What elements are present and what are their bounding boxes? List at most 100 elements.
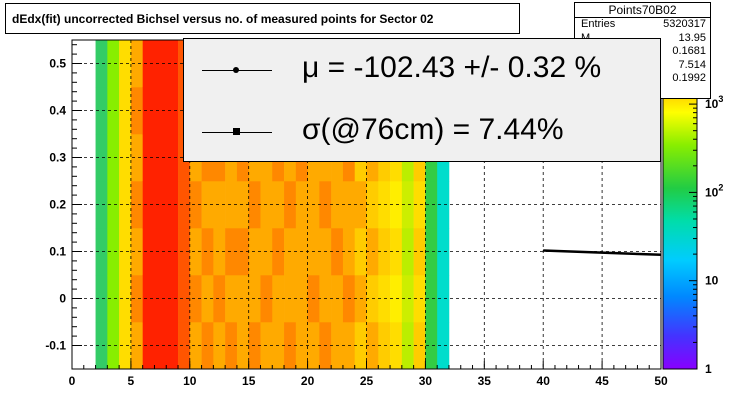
- y-tick-label: 0.5: [49, 57, 66, 71]
- y-tick-label: 0.1: [49, 245, 66, 259]
- y-tick-label: -0.1: [45, 339, 66, 353]
- heatmap-cell: [201, 228, 214, 276]
- heatmap-cell: [437, 228, 450, 276]
- heatmap-cell: [95, 322, 108, 370]
- heatmap-cell: [142, 275, 179, 323]
- x-tick-label: 30: [419, 374, 433, 388]
- heatmap-cell: [189, 181, 202, 229]
- heatmap-cell: [225, 322, 238, 370]
- colorbar-tick-label: 102: [705, 182, 723, 199]
- heatmap-cell: [130, 275, 143, 323]
- heatmap-cell: [107, 181, 120, 229]
- x-tick-label: 5: [128, 374, 135, 388]
- heatmap-cell: [437, 322, 450, 370]
- heatmap-cell: [95, 228, 108, 276]
- x-tick-label: 0: [69, 374, 76, 388]
- heatmap-cell: [213, 181, 226, 229]
- heatmap-cell: [142, 134, 179, 182]
- legend-box: μ = -102.43 +/- 0.32 % σ(@76cm) = 7.44%: [183, 38, 661, 162]
- heatmap-cell: [413, 228, 426, 276]
- heatmap-cell: [107, 228, 120, 276]
- legend-entry-mu: μ = -102.43 +/- 0.32 %: [184, 39, 660, 101]
- heatmap-cell: [178, 275, 191, 323]
- heatmap-cell: [107, 87, 120, 135]
- heatmap-cell: [142, 181, 179, 229]
- heatmap-cell: [437, 181, 450, 229]
- heatmap-cell: [119, 40, 132, 88]
- heatmap-cell: [189, 275, 202, 323]
- colorbar-tick-label: 1: [705, 362, 712, 376]
- y-tick-label: 0.3: [49, 151, 66, 165]
- heatmap-cell: [413, 322, 426, 370]
- heatmap-cell: [119, 228, 132, 276]
- stats-row: Entries 5320317: [581, 18, 706, 30]
- stats-row: 7.514: [678, 58, 706, 71]
- heatmap-cell: [142, 40, 179, 88]
- heatmap-cell: [201, 275, 214, 323]
- heatmap-cell: [130, 40, 143, 88]
- heatmap-cell: [425, 228, 438, 276]
- y-tick-label: 0: [59, 292, 66, 306]
- heatmap-cell: [95, 40, 108, 88]
- heatmap-cell: [213, 275, 226, 323]
- colorbar-tick-label: 10: [705, 274, 719, 288]
- heatmap-cell: [142, 87, 179, 135]
- heatmap-cell: [107, 275, 120, 323]
- x-tick-label: 10: [183, 374, 197, 388]
- heatmap-cell: [130, 322, 143, 370]
- heatmap-cell: [401, 275, 414, 323]
- heatmap-cell: [213, 322, 226, 370]
- heatmap-cell: [107, 322, 120, 370]
- fit-line: [543, 249, 662, 257]
- heatmap-cell: [119, 181, 132, 229]
- heatmap-cell: [107, 40, 120, 88]
- legend-text-mu: μ = -102.43 +/- 0.32 %: [302, 51, 602, 84]
- stats-row: 0.1992: [672, 72, 706, 84]
- x-tick-label: 15: [242, 374, 256, 388]
- heatmap-cell: [95, 134, 108, 182]
- stats-row: M13.95: [581, 31, 706, 44]
- heatmap-cell: [119, 322, 132, 370]
- heatmap-cell: [401, 322, 414, 370]
- x-tick-label: 45: [595, 374, 609, 388]
- heatmap-cell: [130, 228, 143, 276]
- heatmap-cell: [95, 87, 108, 135]
- heatmap-cell: [225, 228, 238, 276]
- heatmap-cell: [425, 181, 438, 229]
- heatmap-cell: [413, 275, 426, 323]
- x-tick-label: 50: [654, 374, 668, 388]
- heatmap-cell: [119, 87, 132, 135]
- square-marker-icon: [233, 128, 240, 135]
- y-tick-label: 0.2: [49, 198, 66, 212]
- heatmap-cell: [130, 134, 143, 182]
- y-tick-label: 0.4: [49, 104, 66, 118]
- heatmap-cell: [130, 87, 143, 135]
- heatmap-cell: [201, 181, 214, 229]
- heatmap-cell: [201, 322, 214, 370]
- heatmap-cell: [178, 322, 191, 370]
- x-tick-label: 40: [537, 374, 551, 388]
- circle-marker-icon: [233, 67, 239, 73]
- heatmap-cell: [225, 275, 238, 323]
- legend-text-sigma: σ(@76cm) = 7.44%: [302, 113, 564, 146]
- stats-row: 0.1681: [672, 45, 706, 57]
- heatmap-cell: [425, 322, 438, 370]
- heatmap-cell: [95, 181, 108, 229]
- heatmap-cell: [107, 134, 120, 182]
- legend-entry-sigma: σ(@76cm) = 7.44%: [184, 101, 660, 163]
- heatmap-cell: [413, 181, 426, 229]
- stats-name: Points70B02: [575, 3, 710, 18]
- heatmap-cell: [142, 228, 179, 276]
- x-tick-label: 35: [478, 374, 492, 388]
- heatmap-cell: [130, 181, 143, 229]
- heatmap-cell: [142, 322, 179, 370]
- heatmap-cell: [425, 275, 438, 323]
- chart-title: dEdx(fit) uncorrected Bichsel versus no.…: [5, 3, 520, 34]
- heatmap-cell: [119, 275, 132, 323]
- heatmap-cell: [401, 228, 414, 276]
- x-tick-label: 25: [360, 374, 374, 388]
- heatmap-cell: [437, 275, 450, 323]
- x-tick-label: 20: [301, 374, 315, 388]
- heatmap-cell: [401, 181, 414, 229]
- heatmap-cell: [189, 322, 202, 370]
